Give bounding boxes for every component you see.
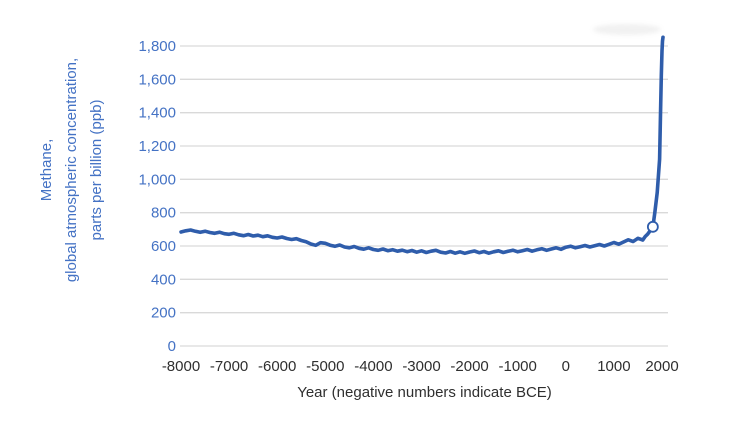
- x-tick-label: -2000: [450, 358, 488, 375]
- preindustrial-marker: [646, 220, 659, 233]
- y-tick-label: 400: [151, 271, 176, 288]
- y-axis-title-line-1: Methane,: [38, 138, 55, 202]
- y-tick-label: 1,400: [138, 105, 176, 122]
- x-axis-title: Year (negative numbers indicate BCE): [297, 384, 552, 401]
- y-tick-label: 1,200: [138, 138, 176, 155]
- y-tick-label: 800: [151, 205, 176, 222]
- x-tick-label: -1000: [499, 358, 537, 375]
- x-tick-label: -4000: [354, 358, 392, 375]
- x-tick-label: 2000: [645, 358, 678, 375]
- y-tick-label: 1,600: [138, 71, 176, 88]
- y-axis-title: Methane, global atmospheric concentratio…: [34, 30, 112, 310]
- x-tick-label: 1000: [597, 358, 630, 375]
- x-tick-label: 0: [562, 358, 570, 375]
- y-tick-label: 600: [151, 238, 176, 255]
- x-tick-label: -6000: [258, 358, 296, 375]
- x-tick-label: -8000: [162, 358, 200, 375]
- scan-artifact-smudge: [593, 24, 661, 35]
- y-tick-label: 1,000: [138, 171, 176, 188]
- y-tick-label: 1,800: [138, 38, 176, 55]
- x-tick-label: -5000: [306, 358, 344, 375]
- methane-series-line: [179, 35, 665, 256]
- y-tick-label: 200: [151, 305, 176, 322]
- x-tick-label: -3000: [402, 358, 440, 375]
- y-axis-title-line-2: global atmospheric concentration,: [63, 57, 80, 283]
- y-tick-label: 0: [168, 338, 176, 355]
- x-tick-label: -7000: [210, 358, 248, 375]
- y-axis-title-line-3: parts per billion (ppb): [88, 99, 105, 241]
